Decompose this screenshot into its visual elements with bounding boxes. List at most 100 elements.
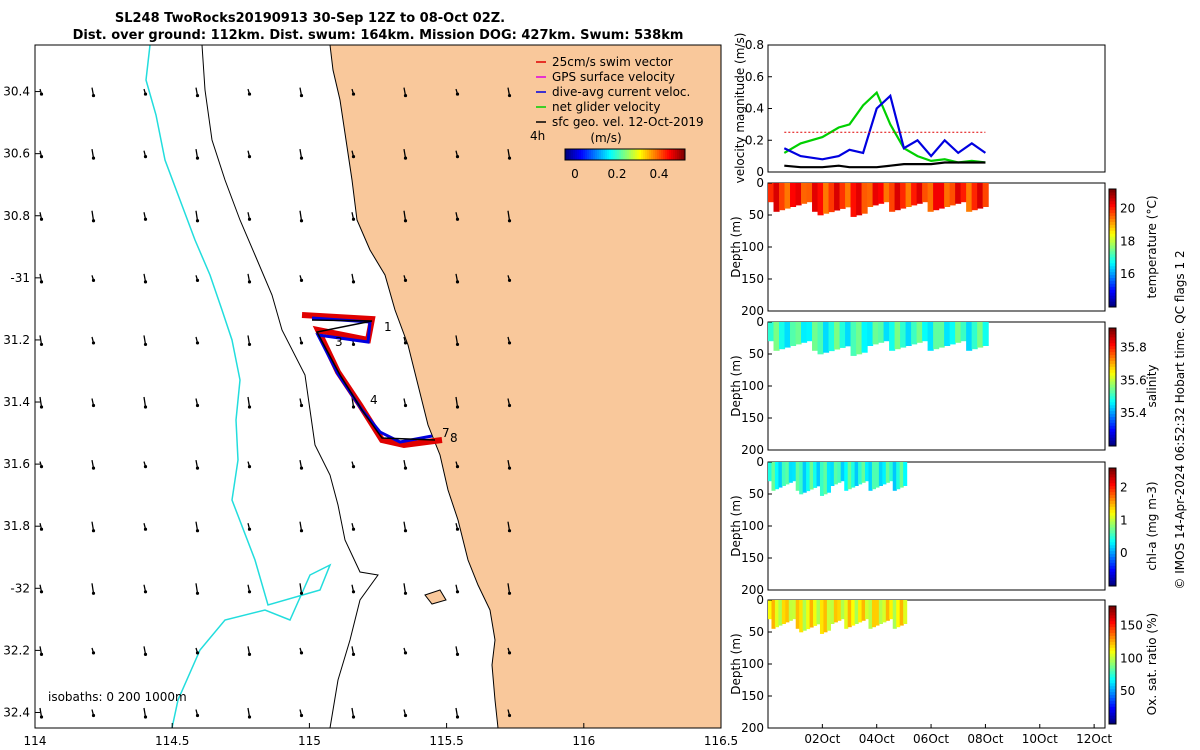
current-vector-head: [455, 715, 460, 719]
current-vector-head: [507, 278, 512, 282]
current-vector-head: [403, 403, 408, 408]
section-column: [779, 183, 786, 211]
current-vector-head: [91, 651, 96, 655]
current-vector-head: [403, 219, 408, 223]
depth-tick-label: 200: [741, 443, 764, 457]
colorbar-cell: [655, 149, 658, 160]
panel-colorbar-cell: [1109, 227, 1116, 231]
panel-colorbar-cell: [1109, 676, 1116, 681]
current-vector-head: [39, 155, 44, 159]
panel-colorbar-cell: [1109, 482, 1116, 487]
colorbar-cell: [597, 149, 600, 160]
section-column: [966, 183, 973, 212]
lon-tick-label: 114: [24, 734, 47, 748]
panel-colorbar-cell: [1109, 709, 1116, 713]
depth-ylabel: Depth (m): [729, 355, 743, 416]
panel-colorbar-cell: [1109, 221, 1116, 225]
lon-tick-label: 114.5: [155, 734, 189, 748]
section-column: [899, 600, 904, 626]
section-column: [861, 462, 866, 483]
depth-ylabel: Depth (m): [729, 216, 743, 277]
panel-colorbar-tick: 150: [1120, 619, 1143, 633]
section-column: [896, 462, 901, 490]
section-column: [813, 462, 818, 488]
section-column: [773, 183, 780, 212]
panel-colorbar-cell: [1109, 194, 1116, 199]
panel-colorbar-cell: [1109, 512, 1116, 516]
current-vector-head: [91, 466, 96, 470]
panel-colorbar-cell: [1109, 271, 1116, 276]
section-column: [795, 322, 802, 345]
panel-colorbar-cell: [1109, 712, 1116, 716]
panel-colorbar-cell: [1109, 559, 1116, 563]
section-column: [834, 322, 841, 350]
section-column: [768, 600, 773, 620]
current-vector: [507, 583, 511, 594]
current-vector: [143, 396, 147, 408]
section-column: [774, 462, 779, 490]
section-column: [826, 462, 831, 493]
current-vector-head: [247, 590, 252, 594]
section-column: [883, 183, 890, 203]
depth-tick-label: 0: [756, 593, 764, 607]
current-vector-head: [143, 527, 148, 531]
section-column: [768, 322, 775, 342]
current-vector-head: [455, 652, 460, 656]
colorbar-cell: [659, 149, 662, 160]
legend-label: net glider velocity: [552, 100, 660, 114]
section-column: [955, 322, 962, 343]
depth-panel-temperature: 0 50 100 150 200 Depth (m) 16 18 20 temperature (…: [729, 176, 1159, 318]
panel-colorbar-cell: [1109, 191, 1116, 196]
section-column: [788, 600, 793, 621]
section-column: [977, 183, 984, 209]
panel-colorbar-cell: [1109, 283, 1116, 287]
current-vector-head: [39, 405, 44, 409]
section-column: [781, 462, 786, 486]
panel-colorbar-cell: [1109, 667, 1116, 672]
current-vector-head: [39, 652, 44, 656]
section-column: [933, 183, 940, 211]
colorbar-cell: [617, 149, 620, 160]
section-column: [845, 183, 852, 208]
current-vector-head: [507, 341, 512, 345]
colorbar-cell: [641, 149, 644, 160]
current-vector-head: [195, 156, 200, 160]
panel-colorbar-tick: 20: [1120, 202, 1135, 216]
current-vector-head: [507, 156, 512, 160]
section-column: [792, 462, 797, 482]
current-vector-head: [143, 217, 148, 221]
colorbar-cell: [625, 149, 628, 160]
current-vector-head: [91, 156, 96, 160]
current-vector-head: [39, 715, 44, 719]
depth-tick-label: 150: [741, 551, 764, 565]
panel-colorbar-cell: [1109, 473, 1116, 478]
section-column: [875, 462, 880, 488]
section-column: [949, 322, 956, 345]
depth-tick-label: 100: [741, 379, 764, 393]
colorbar-cell: [675, 149, 678, 160]
depth-panel-salinity: 0 50 100 150 200 Depth (m) 35.4 35.6 35.8 salinit…: [729, 315, 1159, 457]
colorbar-cell: [567, 149, 570, 160]
section-column: [858, 600, 863, 623]
colorbar-cell: [601, 149, 604, 160]
section-column: [799, 462, 804, 495]
section-column: [871, 600, 877, 628]
current-vector-head: [195, 651, 200, 655]
section-column: [861, 600, 866, 621]
panel-colorbar-cell: [1109, 197, 1116, 202]
section-column: [828, 183, 835, 213]
current-vector-head: [247, 92, 252, 96]
panel-colorbar-cell: [1109, 262, 1116, 267]
time-axis: 02Oct 04Oct 06Oct 08Oct 10Oct 12Oct: [804, 724, 1112, 746]
panel-colorbar-cell: [1109, 289, 1116, 293]
current-vector-head: [143, 342, 148, 347]
map-panel: 1 3 4 7 8 30.430.630.8-3131.231.431.631.…: [3, 44, 738, 748]
depth-panel-chl-a: 0 50 100 150 200 Depth (m) 0 1 2 chl-a (mg m-3): [729, 455, 1159, 597]
panel-colorbar-cell: [1109, 468, 1116, 472]
colorbar-cell: [575, 149, 578, 160]
velocity-ylabel: velocity magnitude (m/s): [733, 33, 747, 184]
lon-tick-label: 116.5: [704, 734, 738, 748]
panel-colorbar-cell: [1109, 694, 1116, 698]
section-column: [844, 600, 849, 629]
